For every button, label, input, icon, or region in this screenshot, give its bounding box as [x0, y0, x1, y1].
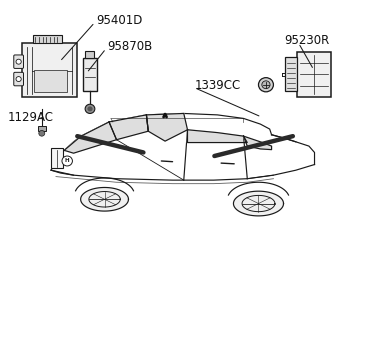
FancyBboxPatch shape	[85, 51, 94, 58]
Text: 95401D: 95401D	[96, 14, 142, 27]
Text: 95230R: 95230R	[285, 34, 330, 47]
Circle shape	[16, 59, 21, 64]
FancyBboxPatch shape	[51, 148, 63, 168]
Text: 1129AC: 1129AC	[8, 111, 54, 124]
Polygon shape	[64, 122, 117, 153]
FancyBboxPatch shape	[83, 58, 97, 91]
Polygon shape	[188, 130, 247, 142]
Circle shape	[258, 78, 273, 92]
FancyBboxPatch shape	[33, 36, 62, 43]
FancyBboxPatch shape	[297, 52, 331, 97]
Polygon shape	[243, 136, 272, 150]
FancyBboxPatch shape	[34, 70, 67, 92]
Text: 95870B: 95870B	[107, 40, 152, 53]
Circle shape	[62, 156, 72, 166]
Polygon shape	[109, 115, 148, 140]
Polygon shape	[146, 114, 188, 141]
Text: H: H	[65, 158, 69, 163]
Text: 1339CC: 1339CC	[195, 79, 241, 91]
Circle shape	[87, 106, 93, 111]
FancyBboxPatch shape	[14, 72, 24, 86]
Circle shape	[16, 77, 21, 82]
FancyBboxPatch shape	[14, 55, 24, 68]
Circle shape	[85, 104, 95, 114]
FancyBboxPatch shape	[22, 43, 76, 97]
FancyBboxPatch shape	[285, 57, 297, 91]
FancyBboxPatch shape	[38, 126, 45, 131]
Circle shape	[262, 81, 270, 89]
Polygon shape	[234, 191, 284, 216]
Circle shape	[39, 131, 45, 136]
Polygon shape	[81, 188, 129, 211]
